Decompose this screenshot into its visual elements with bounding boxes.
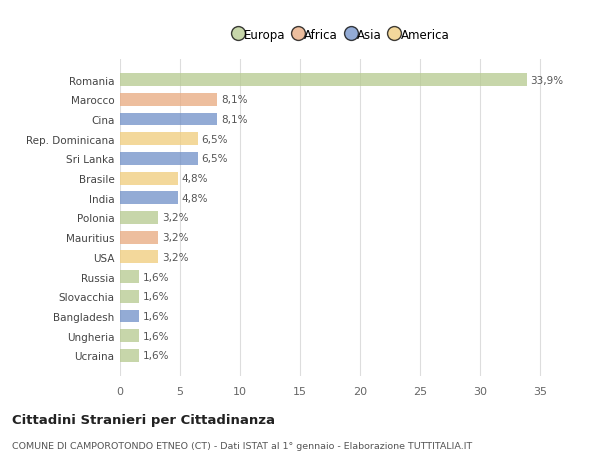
Text: 6,5%: 6,5%	[202, 134, 228, 145]
Text: Cittadini Stranieri per Cittadinanza: Cittadini Stranieri per Cittadinanza	[12, 413, 275, 426]
Bar	[120, 113, 217, 126]
Text: 33,9%: 33,9%	[530, 75, 563, 85]
Bar	[120, 349, 139, 362]
Bar	[120, 231, 158, 244]
Bar	[120, 310, 139, 323]
Bar	[120, 271, 139, 283]
Bar	[120, 290, 139, 303]
Bar	[120, 133, 198, 146]
Text: 1,6%: 1,6%	[143, 351, 169, 361]
Text: 3,2%: 3,2%	[162, 233, 188, 243]
Legend: Europa, Africa, Asia, America: Europa, Africa, Asia, America	[230, 24, 454, 47]
Bar	[120, 330, 139, 342]
Bar	[120, 74, 527, 87]
Text: 3,2%: 3,2%	[162, 252, 188, 263]
Text: 4,8%: 4,8%	[181, 193, 208, 203]
Text: 8,1%: 8,1%	[221, 115, 247, 125]
Text: 1,6%: 1,6%	[143, 272, 169, 282]
Text: 6,5%: 6,5%	[202, 154, 228, 164]
Text: 8,1%: 8,1%	[221, 95, 247, 105]
Bar	[120, 153, 198, 165]
Text: 4,8%: 4,8%	[181, 174, 208, 184]
Bar	[120, 94, 217, 106]
Bar	[120, 172, 178, 185]
Bar	[120, 192, 178, 205]
Text: 1,6%: 1,6%	[143, 291, 169, 302]
Text: COMUNE DI CAMPOROTONDO ETNEO (CT) - Dati ISTAT al 1° gennaio - Elaborazione TUTT: COMUNE DI CAMPOROTONDO ETNEO (CT) - Dati…	[12, 441, 472, 450]
Text: 1,6%: 1,6%	[143, 311, 169, 321]
Bar	[120, 212, 158, 224]
Bar	[120, 251, 158, 264]
Text: 1,6%: 1,6%	[143, 331, 169, 341]
Text: 3,2%: 3,2%	[162, 213, 188, 223]
